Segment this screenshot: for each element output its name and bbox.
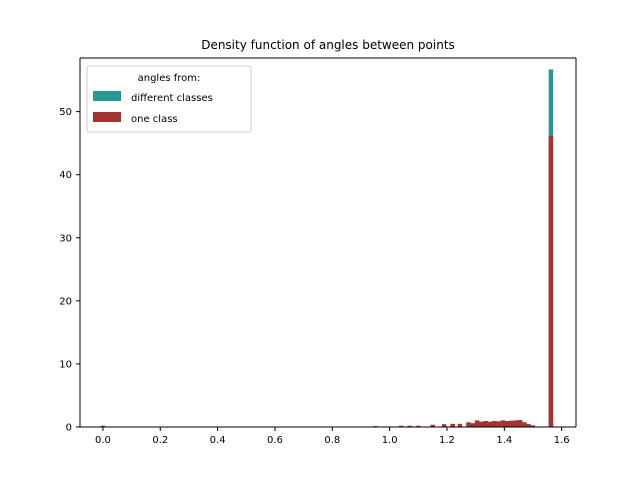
bar-one-class-17	[500, 420, 506, 427]
bar-one-class-5	[430, 424, 435, 427]
legend: angles from: different classes one class	[86, 65, 252, 133]
bar-one-class-19	[509, 420, 514, 427]
y-tick-label: 40	[59, 170, 72, 181]
bar-one-class-25	[548, 136, 554, 427]
bar-one-class-20	[513, 420, 519, 427]
bar-one-class-12	[479, 421, 484, 427]
bar-one-class-23	[526, 424, 531, 427]
y-tick-label: 50	[59, 107, 72, 118]
bar-one-class-16	[496, 421, 501, 427]
bar-one-class-11	[474, 420, 480, 427]
bar-one-class-15	[492, 421, 497, 427]
legend-box	[86, 65, 252, 133]
bar-one-class-10	[470, 423, 476, 427]
chart-title: Density function of angles between point…	[201, 38, 455, 52]
bar-one-class-2	[398, 425, 404, 427]
bar-one-class-22	[522, 422, 527, 427]
x-tick-label: 1.4	[496, 435, 512, 446]
y-tick-label: 0	[66, 423, 72, 434]
plot-area	[100, 69, 554, 427]
bar-one-class-7	[450, 423, 455, 427]
bar-one-class-6	[441, 424, 447, 427]
legend-swatch-different-classes	[93, 91, 121, 101]
bar-one-class-0	[100, 425, 106, 427]
legend-swatch-one-class	[93, 112, 121, 122]
bar-one-class-14	[487, 421, 493, 427]
y-tick-label: 20	[59, 296, 72, 307]
x-tick-label: 1.2	[439, 435, 455, 446]
x-tick-label: 1.6	[554, 435, 570, 446]
y-tick-label: 10	[59, 359, 72, 370]
legend-label-different-classes: different classes	[131, 93, 213, 104]
bar-one-class-21	[517, 420, 523, 427]
bar-one-class-9	[466, 422, 471, 427]
bar-one-class-18	[504, 421, 510, 427]
bar-one-class-8	[457, 423, 463, 427]
bar-one-class-4	[416, 425, 421, 427]
x-tick-label: 1.0	[382, 435, 398, 446]
x-tick-label: 0.6	[267, 435, 283, 446]
axes: 0.0 0.2 0.4 0.6 0.8 1.0 1.2 1.4 1.6 0 10 20 30 40 50	[59, 57, 577, 446]
bar-one-class-24	[530, 425, 536, 427]
x-tick-label: 0.8	[324, 435, 340, 446]
legend-label-one-class: one class	[131, 114, 178, 125]
bar-one-class-3	[407, 425, 412, 427]
legend-title: angles from:	[138, 73, 201, 84]
bar-one-class-13	[483, 421, 488, 427]
x-tick-label: 0.2	[152, 435, 168, 446]
x-tick-label: 0.0	[95, 435, 111, 446]
x-tick-label: 0.4	[210, 435, 226, 446]
y-tick-label: 30	[59, 233, 72, 244]
